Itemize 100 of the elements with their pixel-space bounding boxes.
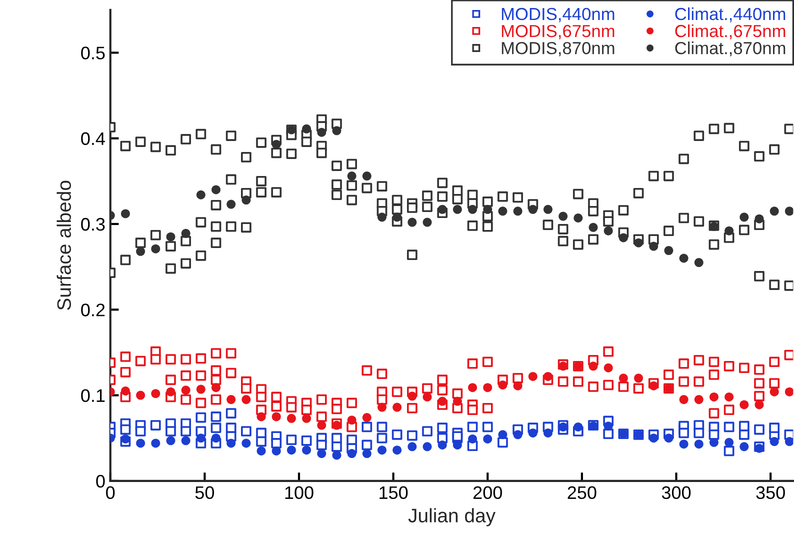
point — [302, 446, 312, 455]
point — [377, 446, 386, 455]
point — [664, 246, 674, 256]
y-tick-label: 0.1 — [81, 389, 105, 402]
point — [784, 206, 794, 216]
legend-label: Climat.,675nm — [675, 24, 786, 40]
point — [513, 206, 522, 216]
point — [317, 420, 326, 430]
point — [151, 244, 160, 254]
point — [120, 386, 130, 396]
point — [347, 449, 356, 458]
point — [468, 434, 478, 444]
point — [332, 126, 342, 136]
point — [392, 446, 402, 455]
point — [604, 363, 613, 372]
point — [468, 204, 478, 214]
point — [181, 228, 190, 238]
x-tick-label: 50 — [195, 486, 214, 500]
point — [226, 438, 236, 448]
point — [574, 422, 583, 432]
point — [347, 172, 356, 181]
point — [256, 412, 266, 422]
point — [770, 437, 779, 446]
point — [317, 128, 326, 137]
point — [483, 434, 492, 444]
point — [754, 214, 764, 224]
point — [709, 438, 718, 447]
point — [272, 446, 281, 456]
point — [724, 392, 734, 402]
point — [754, 400, 764, 410]
point — [408, 392, 417, 401]
point — [438, 204, 447, 214]
point — [604, 422, 613, 431]
point — [543, 204, 552, 214]
point — [362, 413, 372, 422]
y-tick-label: 0 — [96, 474, 105, 488]
point — [196, 190, 206, 200]
point — [347, 416, 356, 425]
point — [740, 212, 749, 222]
point — [483, 383, 492, 392]
point — [558, 212, 568, 221]
point — [392, 212, 402, 222]
point — [242, 438, 251, 448]
point — [256, 446, 266, 456]
point — [679, 395, 688, 404]
point — [634, 374, 644, 383]
legend-label: MODIS,675nm — [502, 24, 614, 40]
point — [679, 254, 688, 263]
point — [181, 436, 190, 446]
x-axis-title: Julian day — [408, 508, 496, 526]
point — [181, 386, 190, 395]
point — [317, 449, 326, 458]
point — [332, 450, 342, 460]
point — [483, 204, 492, 214]
point — [242, 395, 251, 404]
point — [709, 392, 718, 402]
point — [166, 387, 176, 396]
point — [166, 436, 176, 446]
point — [513, 430, 522, 440]
point — [151, 438, 160, 448]
point — [588, 222, 598, 232]
point — [513, 381, 522, 390]
point — [272, 412, 281, 422]
x-tick-label: 200 — [473, 486, 502, 500]
point — [770, 206, 779, 216]
point — [679, 440, 688, 449]
point — [242, 196, 251, 205]
point — [724, 226, 734, 236]
point — [151, 389, 160, 398]
legend-label: Climat.,440nm — [675, 7, 786, 22]
y-tick-label: 0.5 — [81, 46, 105, 60]
point — [649, 381, 658, 390]
point — [392, 402, 402, 412]
point — [754, 444, 764, 453]
point — [422, 218, 432, 227]
point — [136, 438, 146, 448]
point — [498, 430, 508, 440]
point — [740, 400, 749, 410]
point — [543, 428, 552, 438]
point — [604, 226, 613, 236]
legend-label: MODIS,870nm — [502, 42, 614, 56]
point — [408, 218, 417, 227]
point — [212, 185, 220, 194]
point — [408, 442, 417, 452]
point — [528, 204, 538, 214]
point — [377, 402, 386, 412]
point — [724, 438, 734, 447]
point — [438, 440, 447, 450]
x-tick-label: 300 — [662, 486, 691, 500]
point — [649, 434, 658, 443]
point — [452, 204, 462, 214]
x-tick-label: 0 — [106, 486, 115, 500]
x-tick-label: 250 — [568, 486, 596, 500]
point — [286, 414, 296, 423]
point — [226, 395, 236, 404]
point — [649, 242, 658, 251]
point — [422, 442, 432, 452]
point — [784, 437, 794, 446]
point — [120, 434, 130, 444]
point — [468, 383, 478, 392]
